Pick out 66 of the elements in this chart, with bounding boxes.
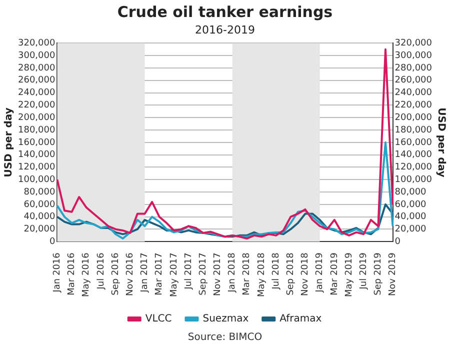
y2-axis-title: USD per day (435, 108, 446, 178)
y-tick-label: 120,000 (18, 162, 56, 173)
x-tick-label: Mar 2018 (242, 252, 252, 296)
y2-tick-label: 60,000 (394, 200, 427, 210)
x-tick-label: Nov 2018 (300, 252, 311, 296)
x-tick-label: May 2018 (256, 252, 267, 298)
y-tick-label: 100,000 (18, 174, 56, 185)
y-tick-label: 320,000 (18, 38, 56, 49)
x-tick-label: Jul 2019 (358, 252, 369, 290)
y2-tick-label: 320,000 (394, 38, 432, 49)
x-tick-label: Mar 2017 (154, 252, 165, 296)
y-tick-label: 160,000 (18, 138, 56, 148)
y-tick-label: 240,000 (18, 88, 56, 98)
x-tick-label: May 2017 (169, 252, 180, 298)
source-note: Source: BIMCO (186, 332, 264, 343)
x-tick-label: May 2019 (344, 252, 354, 298)
y2-tick-label: 220,000 (394, 100, 432, 111)
y-tick-label: 0 (49, 236, 56, 247)
y2-tick-label: 240,000 (394, 88, 432, 98)
y2-tick-label: 80,000 (394, 187, 427, 198)
y2-tick-label: 180,000 (394, 125, 432, 136)
y-tick-label: 140,000 (18, 150, 56, 160)
y2-tick-label: 160,000 (394, 138, 432, 148)
y2-tick-label: 20,000 (394, 224, 427, 235)
y2-tick-label: 100,000 (394, 174, 432, 185)
y-tick-label: 80,000 (24, 187, 56, 198)
x-tick-label: Nov 2017 (213, 252, 224, 296)
x-tick-label: Mar 2016 (67, 252, 78, 296)
x-tick-label: Jan 2017 (140, 252, 150, 294)
x-tick-label: Jan 2018 (228, 252, 238, 294)
x-tick-label: Mar 2019 (330, 252, 340, 296)
y2-tick-label: 260,000 (394, 76, 432, 86)
x-tick-label: Sep 2018 (286, 252, 296, 296)
y2-tick-label: 300,000 (394, 50, 432, 61)
x-tick-label: Jul 2016 (96, 252, 106, 290)
legend-label: Aframax (280, 314, 322, 325)
x-tick-label: Jul 2017 (184, 252, 194, 290)
chart-subtitle: 2016-2019 (195, 23, 255, 36)
y2-tick-label: 120,000 (394, 162, 432, 173)
y2-tick-label: 200,000 (394, 112, 432, 123)
x-tick-label: Jan 2019 (315, 252, 326, 294)
legend-label: Suezmax (202, 314, 249, 325)
y-tick-label: 220,000 (18, 100, 56, 111)
y2-tick-label: 40,000 (394, 212, 427, 222)
y-axis-title: USD per day (4, 107, 15, 178)
y2-tick-label: 280,000 (394, 63, 432, 74)
y-tick-label: 200,000 (18, 112, 56, 123)
y-tick-label: 40,000 (24, 212, 56, 222)
x-tick-label: Sep 2016 (110, 252, 121, 296)
x-tick-label: Sep 2017 (198, 252, 208, 296)
legend-label: VLCC (145, 314, 172, 325)
y2-tick-label: 0 (394, 236, 401, 247)
x-tick-label: Nov 2019 (388, 252, 398, 296)
y-tick-label: 60,000 (24, 200, 56, 210)
y2-tick-label: 140,000 (394, 150, 432, 160)
x-tick-label: May 2016 (82, 252, 92, 298)
y-tick-label: 180,000 (18, 125, 56, 136)
chart-title: Crude oil tanker earnings (117, 2, 333, 21)
y-tick-label: 260,000 (18, 76, 56, 86)
y-tick-label: 280,000 (18, 63, 56, 74)
x-tick-label: Jan 2016 (52, 252, 63, 294)
x-tick-label: Nov 2016 (126, 252, 136, 296)
x-tick-label: Sep 2019 (374, 252, 384, 296)
x-tick-label: Jul 2018 (271, 252, 282, 290)
y-tick-label: 300,000 (18, 50, 56, 61)
y-tick-label: 20,000 (24, 224, 56, 235)
